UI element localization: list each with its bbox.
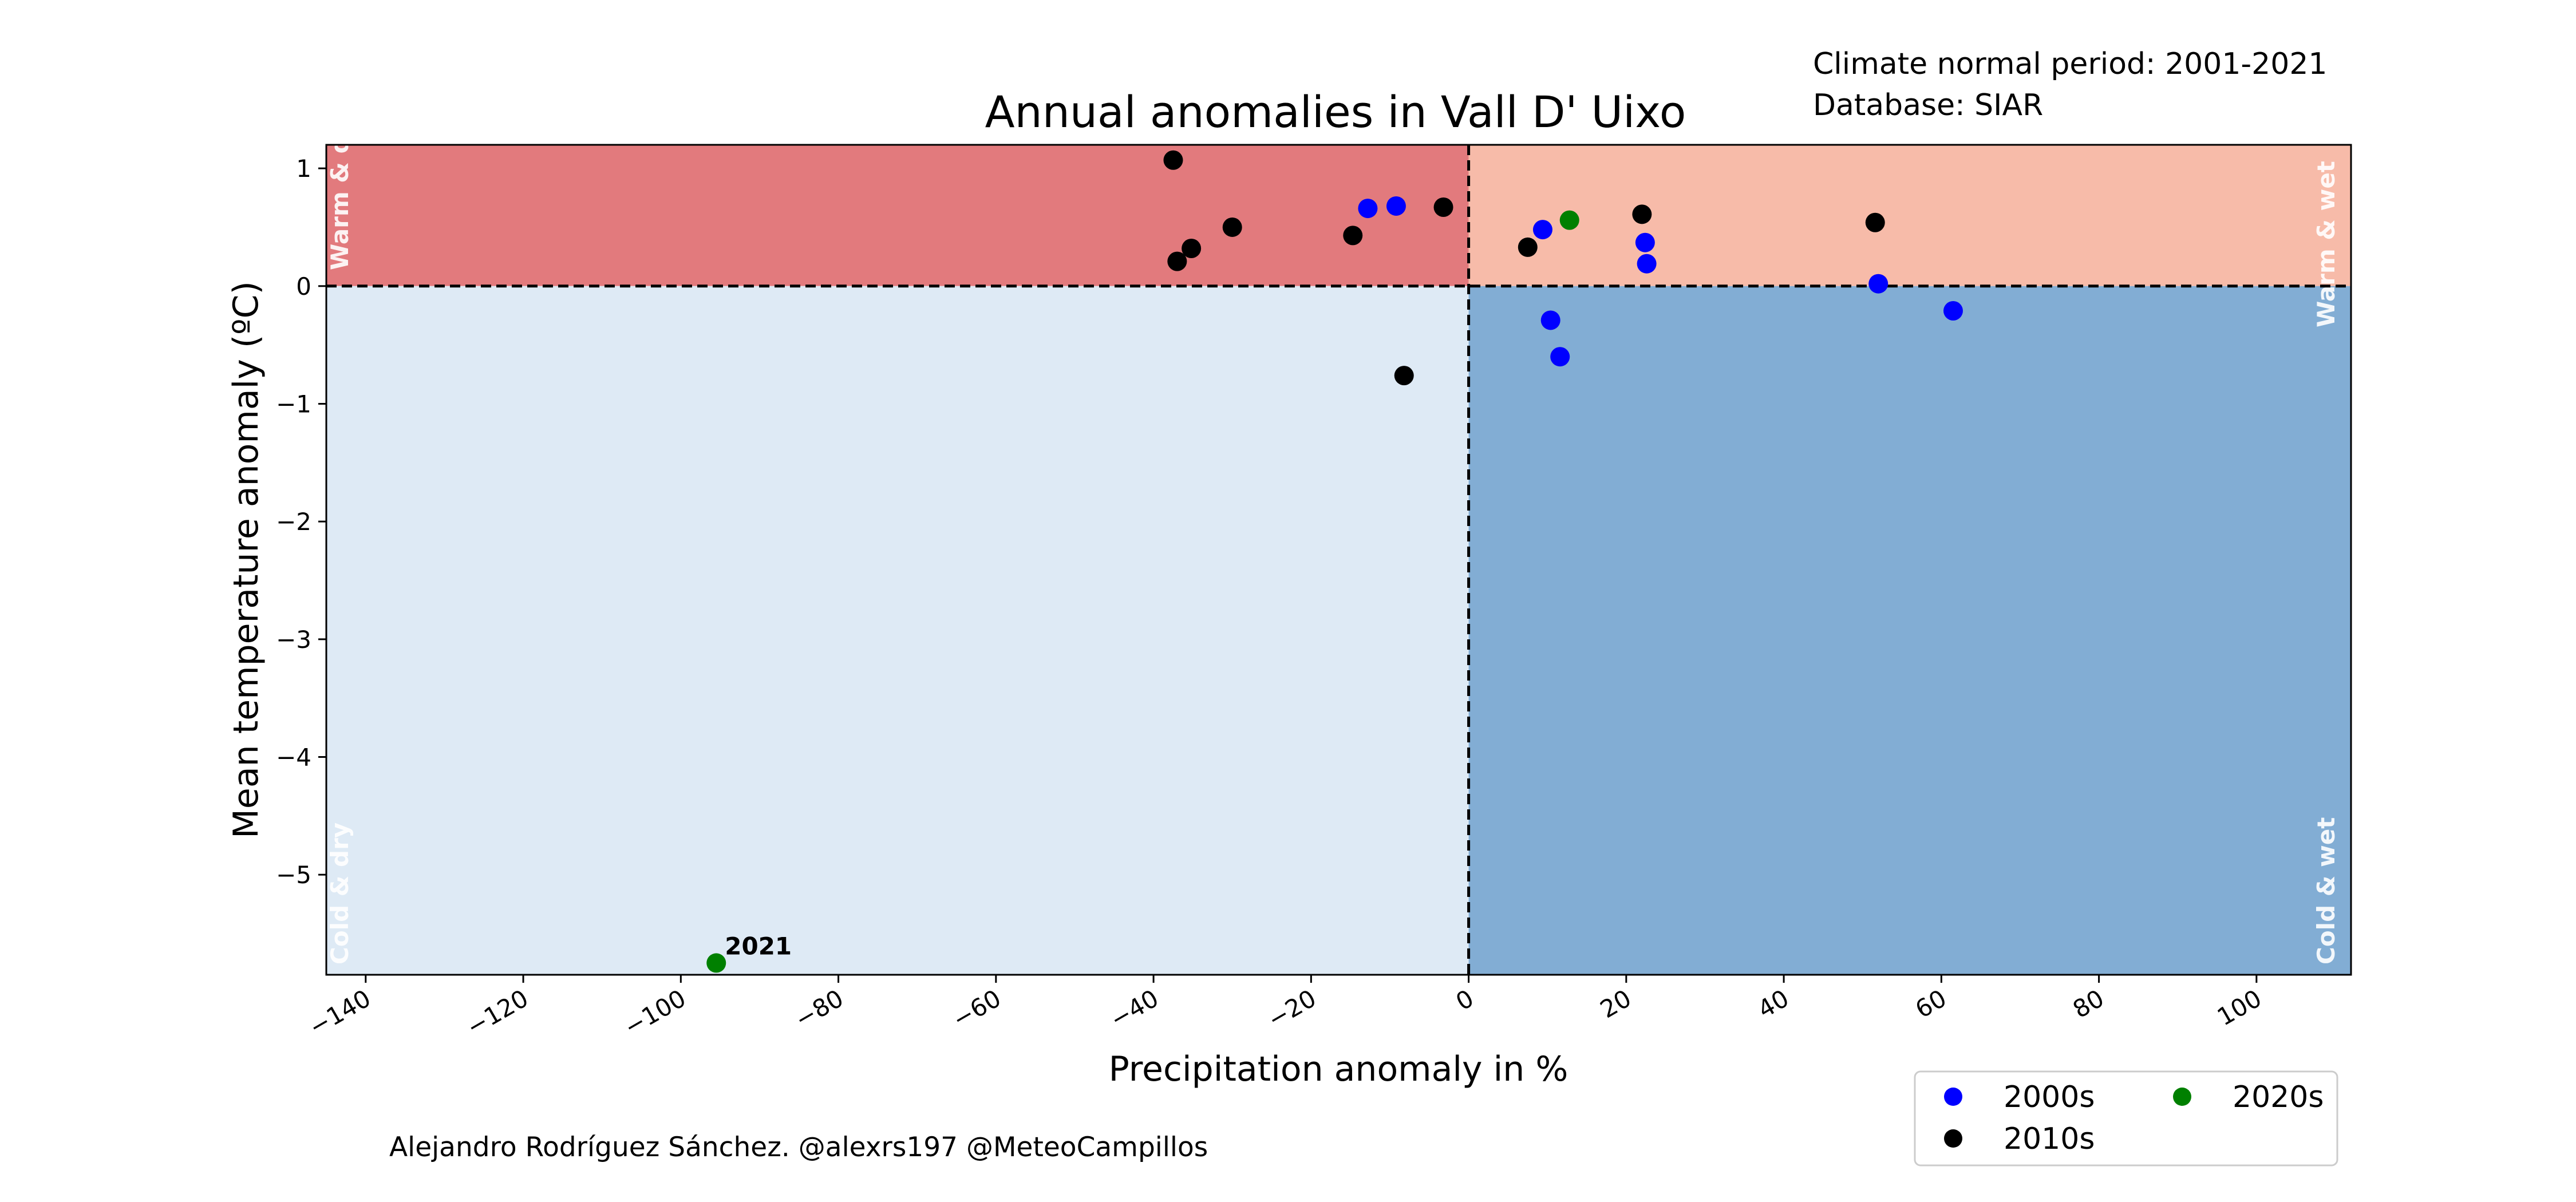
x-tick-label: −60 [948,984,1006,1034]
y-tick-label: −2 [276,508,311,536]
quadrant-cold-dry [326,286,1469,975]
point-2000s [1868,274,1888,294]
point-annotation: 2021 [725,932,792,960]
x-tick-label: 60 [1911,984,1951,1023]
point-2010s [1632,204,1652,224]
point-2000s [1943,301,1963,321]
legend-label-2020s: 2020s [2233,1080,2324,1114]
point-2010s [1518,237,1538,257]
legend-marker-2000s [1944,1088,1962,1106]
quadrant-label-warm-dry: Warm & dry [326,109,354,270]
point-2010s [1433,197,1453,218]
y-axis: 1 0 −1 −2 −3 −4 −5 [276,155,326,889]
legend-label-2000s: 2000s [2004,1080,2095,1114]
x-axis: −140 −120 −100 −80 −60 −40 −20 0 20 40 60 80 100 [304,975,2266,1041]
legend-marker-2010s [1944,1129,1962,1148]
y-tick-label: −4 [276,744,311,772]
point-2000s [1635,232,1655,252]
author-credit: Alejandro Rodríguez Sánchez. @alexrs197 … [389,1132,1208,1163]
quadrant-labels: Warm & dry Warm & wet Cold & dry Cold & wet [326,109,2340,964]
quadrant-warm-wet [1468,145,2351,286]
point-2000s [1532,220,1552,240]
quadrant-label-warm-wet: Warm & wet [2312,161,2340,327]
chart-title: Annual anomalies in Vall D' Uixo [985,86,1686,137]
legend-frame [1914,1070,2338,1167]
point-2010s [1182,238,1202,258]
point-2000s [1540,310,1560,330]
x-tick-label: −120 [462,984,533,1041]
database-source: Database: SIAR [1813,88,2044,122]
point-2000s [1358,199,1378,219]
x-tick-label: 0 [1451,984,1479,1016]
point-2000s [1637,254,1657,274]
quadrant-label-cold-wet: Cold & wet [2312,817,2340,964]
plot-frame [325,144,2352,976]
point-2020s [1559,210,1579,230]
x-tick-label: 80 [2068,984,2109,1023]
point-2010s [1163,150,1183,170]
x-tick-label: −140 [304,984,375,1041]
x-tick-label: 20 [1595,984,1636,1023]
y-tick-label: −5 [276,861,311,889]
quadrant-backgrounds [326,145,2351,975]
x-tick-label: −100 [619,984,690,1041]
quadrant-cold-wet [1468,286,2351,975]
legend-marker-2020s [2173,1088,2191,1106]
x-tick-label: 40 [1753,984,1793,1023]
y-tick-label: 0 [296,272,311,300]
data-points: 2021 [706,150,1963,973]
zero-reference-lines [326,145,2351,975]
quadrant-warm-dry [326,145,1469,286]
point-2010s [1167,251,1187,271]
legend: 2000s 2010s 2020s [1914,1070,2338,1167]
point-2010s [1343,226,1363,246]
point-2000s [1550,347,1570,367]
x-tick-label: −80 [790,984,848,1034]
y-axis-label: Mean temperature anomaly (ºC) [226,281,266,839]
quadrant-label-cold-dry: Cold & dry [326,823,354,964]
point-2010s [1865,212,1885,232]
x-tick-label: 100 [2212,984,2266,1031]
point-2010s [1222,217,1242,237]
x-tick-label: −20 [1263,984,1321,1034]
climate-normal-period: Climate normal period: 2001-2021 [1813,47,2328,81]
x-tick-label: −40 [1105,984,1163,1034]
point-2020s [706,953,726,973]
point-2010s [1394,366,1414,386]
y-tick-label: 1 [296,155,311,183]
y-tick-label: −1 [276,390,311,418]
climate-note: Climate normal period: 2001-2021 Databas… [1813,44,2328,126]
y-tick-label: −3 [276,626,311,654]
point-2000s [1386,196,1406,216]
legend-label-2010s: 2010s [2004,1122,2095,1156]
x-axis-label: Precipitation anomaly in % [1109,1049,1568,1089]
